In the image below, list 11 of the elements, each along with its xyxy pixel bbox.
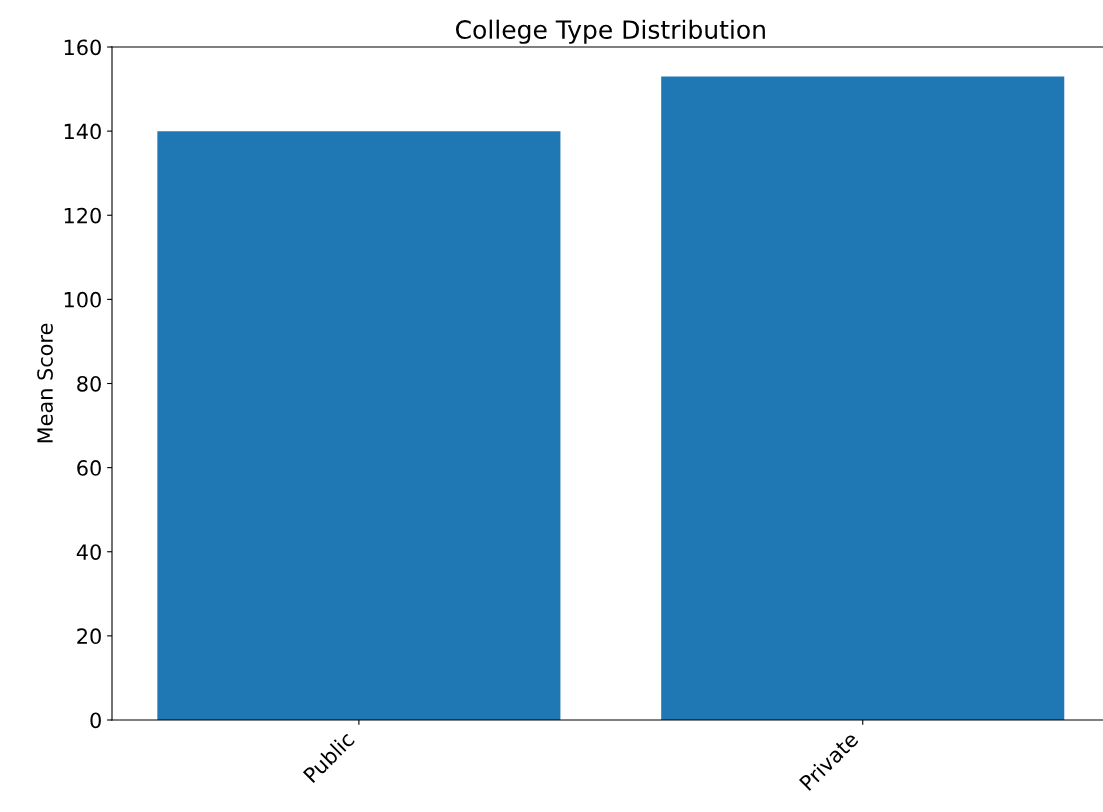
y-tick-label: 60 bbox=[77, 460, 101, 476]
y-tick-label: 140 bbox=[64, 123, 101, 140]
y-tick-label: 0 bbox=[90, 712, 101, 729]
y-tick-label: 20 bbox=[77, 628, 101, 645]
y-tick-label: 100 bbox=[64, 291, 101, 308]
y-tick-label: 40 bbox=[76, 544, 101, 560]
y-tick-label: 80 bbox=[77, 375, 101, 392]
y-tick-label: 120 bbox=[64, 207, 101, 224]
y-tick-label: 160 bbox=[64, 39, 101, 56]
chart-title: College Type Distribution bbox=[456, 19, 765, 44]
y-axis-title: Mean Score bbox=[37, 323, 53, 443]
